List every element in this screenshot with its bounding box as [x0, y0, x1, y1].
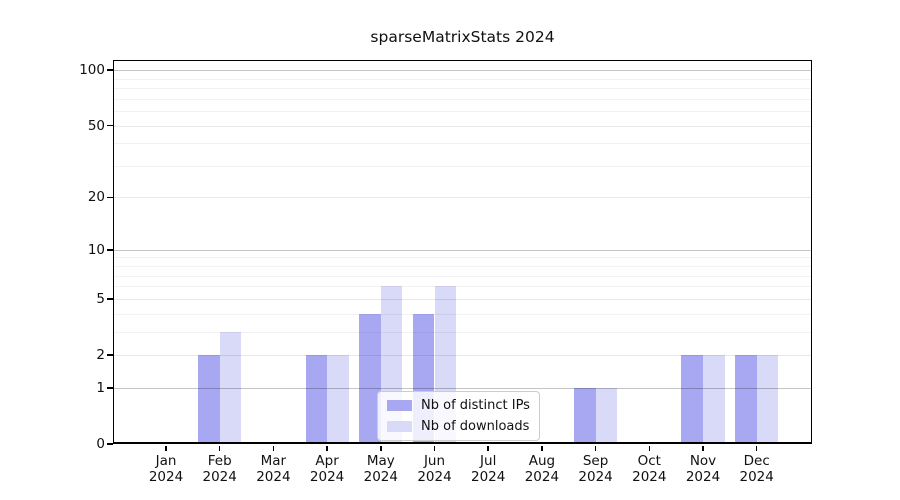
- x-tick-label: Jun 2024: [417, 453, 452, 485]
- x-tick-label: May 2024: [363, 453, 398, 485]
- x-tick-label: Aug 2024: [524, 453, 560, 485]
- y-tick: [107, 124, 113, 127]
- bar-sep-downloads: [595, 387, 618, 444]
- x-tick: [165, 446, 167, 451]
- x-tick-label: Jan 2024: [148, 453, 184, 485]
- minor-gridline: [113, 88, 812, 90]
- plot-area: [113, 60, 812, 444]
- minor-gridline: [113, 275, 812, 277]
- legend-entry-distinct-ips: Nb of distinct IPs: [387, 398, 530, 413]
- x-tick-label: Dec 2024: [739, 453, 774, 485]
- x-tick: [541, 446, 543, 451]
- major-gridline: [113, 125, 812, 127]
- bar-apr-distinct-ips: [305, 355, 328, 444]
- x-tick: [702, 446, 704, 451]
- bar-feb-distinct-ips: [198, 355, 220, 444]
- y-tick: [107, 443, 113, 445]
- minor-gridline: [113, 286, 812, 288]
- y-tick-label: 10: [87, 241, 105, 258]
- y-tick-label: 20: [87, 189, 105, 206]
- x-tick-label: Oct 2024: [632, 453, 667, 485]
- y-tick-label: 0: [96, 436, 105, 452]
- x-tick: [326, 446, 328, 451]
- minor-gridline: [113, 266, 812, 268]
- bar-feb-downloads: [219, 331, 242, 444]
- x-tick-label: Mar 2024: [256, 453, 291, 485]
- minor-gridline: [113, 165, 812, 167]
- x-tick: [433, 446, 436, 451]
- legend-swatch-distinct-ips: [387, 400, 412, 411]
- major-gridline: [113, 355, 812, 356]
- decade-gridline: [113, 70, 812, 72]
- minor-gridline: [113, 313, 812, 315]
- minor-gridline: [113, 143, 812, 145]
- x-tick-label: Jul 2024: [471, 453, 506, 485]
- y-tick-label: 100: [79, 62, 105, 79]
- bar-dec-downloads: [756, 355, 779, 444]
- minor-gridline: [113, 257, 812, 259]
- legend-entry-downloads: Nb of downloads: [387, 419, 530, 434]
- x-tick: [648, 446, 651, 451]
- x-tick: [272, 446, 275, 451]
- x-tick: [755, 446, 758, 451]
- major-gridline: [113, 298, 812, 300]
- decade-gridline: [113, 387, 812, 389]
- bar-nov-downloads: [703, 355, 725, 444]
- x-tick-label: Sep 2024: [578, 453, 613, 485]
- x-tick: [487, 446, 489, 451]
- x-tick: [380, 446, 382, 451]
- y-tick-label: 50: [87, 117, 105, 134]
- minor-gridline: [113, 111, 812, 112]
- x-tick-label: Nov 2024: [685, 453, 721, 485]
- major-gridline: [113, 197, 812, 199]
- legend-label-distinct-ips: Nb of distinct IPs: [421, 398, 530, 413]
- legend-swatch-downloads: [387, 421, 412, 432]
- bar-apr-downloads: [327, 355, 349, 444]
- x-tick-label: Feb 2024: [202, 453, 237, 485]
- y-tick: [107, 249, 113, 251]
- x-tick-label: Apr 2024: [309, 453, 345, 485]
- minor-gridline: [113, 78, 812, 80]
- y-tick-label: 2: [96, 347, 105, 363]
- y-tick: [107, 298, 113, 300]
- decade-gridline: [113, 249, 812, 251]
- x-tick: [594, 446, 597, 451]
- bar-sep-distinct-ips: [574, 387, 596, 444]
- minor-gridline: [113, 331, 812, 333]
- x-tick: [218, 446, 221, 451]
- bar-dec-distinct-ips: [735, 355, 757, 444]
- y-tick-label: 1: [96, 379, 105, 396]
- y-tick-label: 5: [96, 290, 105, 307]
- legend: Nb of distinct IPs Nb of downloads: [377, 391, 540, 441]
- y-tick: [107, 69, 113, 71]
- chart-title: sparseMatrixStats 2024: [370, 28, 555, 46]
- bar-may-distinct-ips: [359, 313, 381, 444]
- legend-label-downloads: Nb of downloads: [421, 419, 530, 434]
- y-tick: [107, 354, 113, 356]
- y-tick: [107, 196, 113, 199]
- minor-gridline: [113, 98, 812, 100]
- y-tick: [107, 387, 113, 389]
- bar-nov-distinct-ips: [681, 355, 703, 444]
